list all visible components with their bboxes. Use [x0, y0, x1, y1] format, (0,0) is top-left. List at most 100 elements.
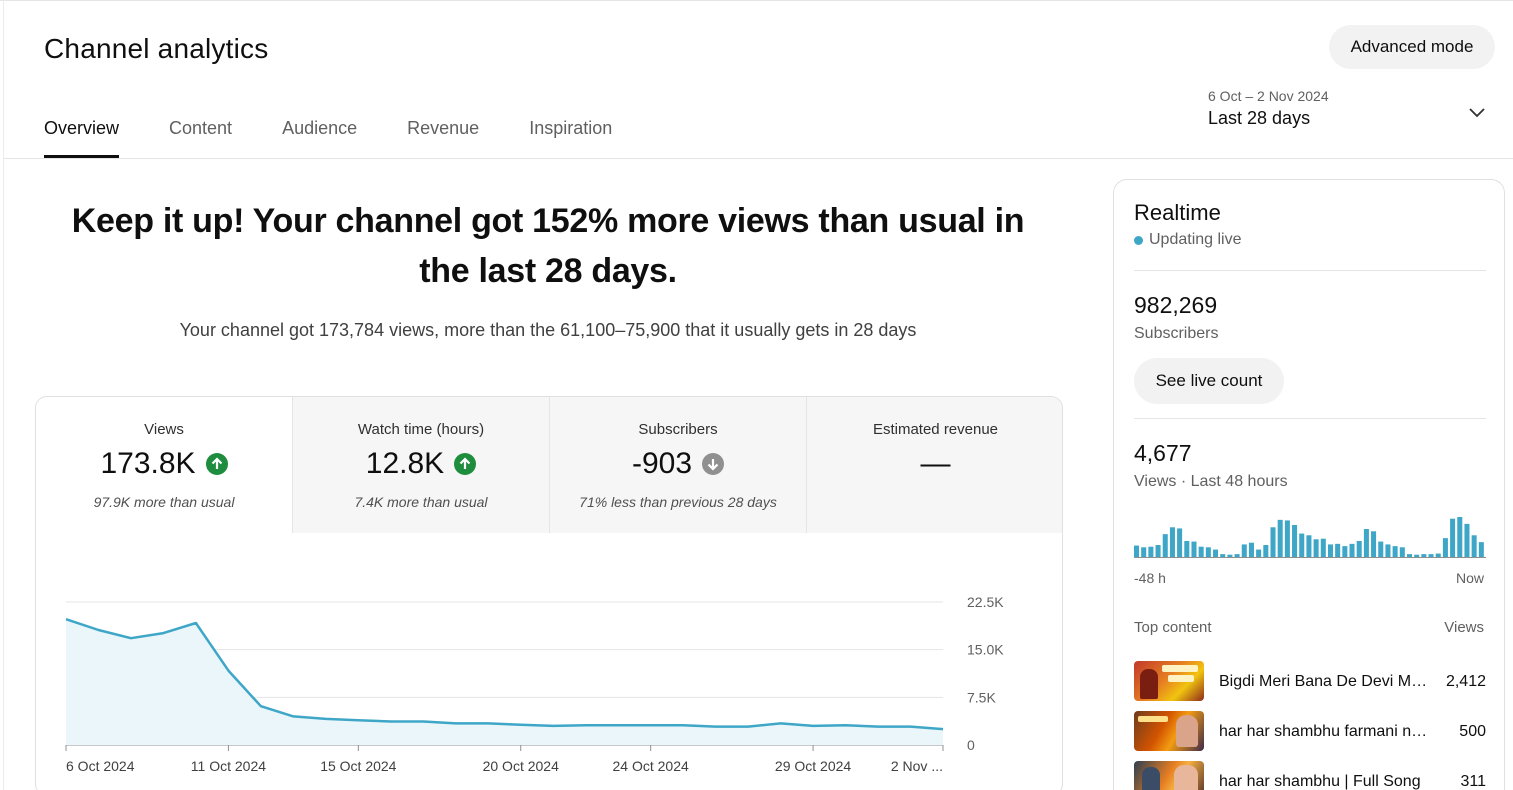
realtime-status: Updating live: [1134, 231, 1242, 249]
metric-value: -903: [631, 447, 693, 480]
date-range-picker[interactable]: 6 Oct – 2 Nov 2024 Last 28 days: [1208, 88, 1498, 144]
realtime-bar[interactable]: [1320, 538, 1326, 557]
see-live-count-button[interactable]: See live count: [1134, 358, 1284, 404]
x-tick-label: 15 Oct 2024: [320, 758, 396, 774]
realtime-bar[interactable]: [1155, 545, 1161, 557]
realtime-card: Realtime Updating live 982,269 Subscribe…: [1113, 179, 1505, 790]
metric-value: —: [920, 447, 951, 480]
metric-subscribers[interactable]: Subscribers -903 71% less than previous …: [550, 397, 807, 533]
realtime-bar[interactable]: [1205, 547, 1211, 557]
realtime-subscribers-value: 982,269: [1134, 292, 1218, 318]
realtime-bar[interactable]: [1371, 531, 1377, 557]
metric-label: Estimated revenue: [872, 421, 999, 438]
area-fill: [66, 619, 943, 745]
tab-inspiration[interactable]: Inspiration: [529, 118, 613, 138]
chevron-down-icon: [1469, 108, 1485, 118]
summary-subline: Your channel got 173,784 views, more tha…: [179, 320, 917, 340]
tabs-divider: [4, 158, 1513, 159]
realtime-bar[interactable]: [1184, 541, 1190, 557]
realtime-bar[interactable]: [1169, 527, 1175, 557]
top-content-row[interactable]: har har shambhu farmani naaz 500: [1134, 711, 1486, 753]
realtime-bar[interactable]: [1378, 541, 1384, 557]
summary-headline: Keep it up! Your channel got 152% more v…: [71, 202, 1025, 290]
axis-start-label: -48 h: [1134, 570, 1166, 586]
realtime-bar[interactable]: [1141, 547, 1147, 557]
realtime-bar[interactable]: [1356, 541, 1362, 557]
advanced-mode-button[interactable]: Advanced mode: [1329, 25, 1495, 69]
realtime-bar[interactable]: [1406, 554, 1413, 557]
metric-note: 7.4K more than usual: [354, 494, 488, 510]
realtime-bar[interactable]: [1399, 547, 1405, 557]
realtime-bar[interactable]: [1306, 535, 1312, 557]
realtime-bar[interactable]: [1450, 518, 1456, 557]
metric-estimated-revenue[interactable]: Estimated revenue —: [807, 397, 1062, 533]
tab-bar: Overview Content Audience Revenue Inspir…: [44, 104, 662, 158]
realtime-bar[interactable]: [1421, 554, 1427, 557]
tab-overview[interactable]: Overview: [44, 104, 120, 158]
realtime-bar[interactable]: [1256, 549, 1262, 557]
axis-end-label: Now: [1455, 570, 1484, 586]
realtime-bar[interactable]: [1435, 553, 1441, 557]
realtime-bar[interactable]: [1292, 525, 1298, 557]
metrics-card: Views 173.8K 97.9K more than usual Watch…: [35, 396, 1063, 790]
realtime-bar[interactable]: [1363, 529, 1369, 557]
x-tick-label: 2 Nov ...: [891, 758, 943, 774]
y-tick-label: 7.5K: [967, 689, 996, 705]
metric-views[interactable]: Views 173.8K 97.9K more than usual: [36, 397, 293, 533]
realtime-bar[interactable]: [1349, 543, 1355, 557]
page-title: Channel analytics: [44, 33, 269, 64]
realtime-bar-chart: [1134, 517, 1486, 558]
metric-watch-time[interactable]: Watch time (hours) 12.8K 7.4K more than …: [293, 397, 550, 533]
realtime-bar[interactable]: [1162, 534, 1168, 557]
metric-note: 97.9K more than usual: [93, 494, 235, 510]
realtime-bar[interactable]: [1198, 546, 1204, 557]
realtime-views-label: Views · Last 48 hours: [1134, 473, 1288, 490]
realtime-bar[interactable]: [1270, 527, 1276, 557]
top-content-row[interactable]: har har shambhu | Full Song 311: [1134, 761, 1486, 790]
realtime-title: Realtime: [1134, 200, 1221, 225]
realtime-bar[interactable]: [1335, 543, 1341, 557]
tab-content[interactable]: Content: [169, 118, 233, 138]
realtime-bar[interactable]: [1299, 533, 1305, 557]
realtime-bar[interactable]: [1177, 528, 1183, 557]
tab-audience[interactable]: Audience: [282, 118, 358, 138]
realtime-bar[interactable]: [1471, 535, 1477, 557]
video-thumbnail: [1134, 661, 1204, 701]
tab-revenue[interactable]: Revenue: [407, 118, 480, 138]
live-dot-icon: [1134, 235, 1143, 245]
realtime-bar[interactable]: [1227, 554, 1233, 557]
realtime-bar[interactable]: [1457, 517, 1463, 557]
realtime-bar[interactable]: [1148, 546, 1154, 557]
realtime-bar[interactable]: [1263, 545, 1269, 557]
metric-label: Subscribers: [638, 421, 718, 438]
realtime-bar[interactable]: [1191, 541, 1197, 557]
metric-note: 71% less than previous 28 days: [579, 494, 777, 510]
realtime-bar[interactable]: [1414, 554, 1420, 557]
realtime-status-text: Updating live: [1149, 231, 1242, 248]
realtime-views-value: 4,677: [1134, 440, 1192, 466]
realtime-bar[interactable]: [1385, 544, 1391, 557]
y-tick-label: 22.5K: [967, 594, 1004, 610]
x-tick-label: 24 Oct 2024: [613, 758, 689, 774]
realtime-bar[interactable]: [1241, 544, 1247, 557]
metric-value: 12.8K: [365, 447, 445, 480]
realtime-bar[interactable]: [1313, 539, 1319, 557]
realtime-bar[interactable]: [1220, 554, 1226, 557]
x-tick-label: 29 Oct 2024: [775, 758, 851, 774]
realtime-bar[interactable]: [1213, 549, 1219, 557]
divider: [1134, 418, 1486, 419]
realtime-bar[interactable]: [1464, 523, 1470, 557]
realtime-bar[interactable]: [1284, 520, 1290, 557]
realtime-bar[interactable]: [1428, 554, 1434, 557]
realtime-bar[interactable]: [1277, 519, 1283, 557]
realtime-bar[interactable]: [1442, 538, 1448, 557]
realtime-bar[interactable]: [1248, 542, 1254, 557]
top-content-row[interactable]: Bigdi Meri Bana De Devi Maa | Navratri S…: [1134, 661, 1486, 703]
realtime-bar[interactable]: [1327, 544, 1333, 557]
realtime-bar[interactable]: [1478, 542, 1484, 557]
x-tick-label: 6 Oct 2024: [66, 758, 135, 774]
realtime-bar[interactable]: [1134, 545, 1140, 557]
realtime-bar[interactable]: [1342, 546, 1348, 557]
realtime-bar[interactable]: [1234, 554, 1240, 557]
realtime-bar[interactable]: [1392, 546, 1398, 557]
